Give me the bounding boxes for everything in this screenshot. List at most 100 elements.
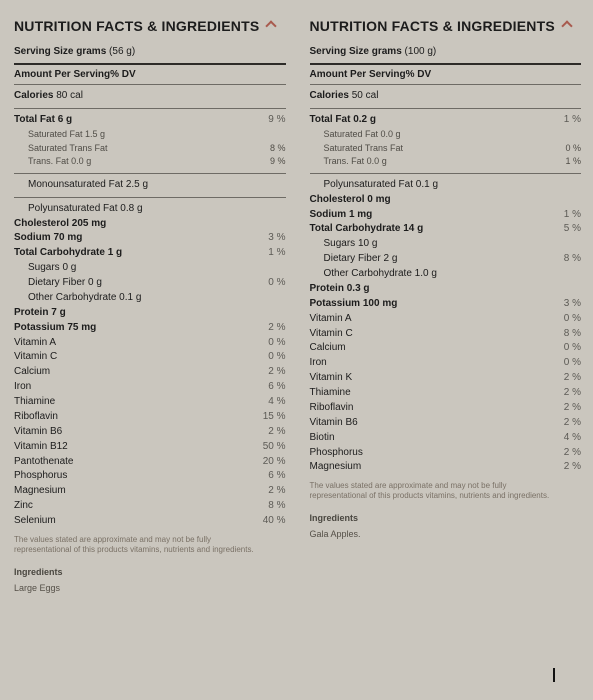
nutrient-pct — [547, 238, 581, 251]
nutrient-row: Protein 7 g — [14, 306, 286, 321]
nutrient-row: Thiamine4 % — [14, 395, 286, 410]
nutrient-label: Dietary Fiber 0 g — [14, 277, 252, 290]
nutrient-row: Vitamin A0 % — [14, 335, 286, 350]
left-title: NUTRITION FACTS & INGREDIENTS — [14, 18, 259, 34]
nutrient-label: Saturated Fat 1.5 g — [14, 129, 252, 140]
right-serving-label: Serving Size grams — [310, 46, 402, 57]
nutrient-pct: 0 % — [252, 351, 286, 364]
right-amount-line: Amount Per Serving% DV — [310, 69, 582, 80]
nutrient-label: Thiamine — [310, 387, 548, 400]
nutrient-row: Vitamin C0 % — [14, 350, 286, 365]
nutrient-label: Vitamin C — [310, 328, 548, 341]
nutrient-label: Cholesterol 0 mg — [310, 194, 548, 207]
left-note: The values stated are approximate and ma… — [14, 535, 286, 555]
nutrient-pct — [252, 179, 286, 192]
nutrient-pct: 3 % — [252, 232, 286, 245]
nutrient-label: Vitamin C — [14, 351, 252, 364]
nutrient-label: Vitamin B12 — [14, 441, 252, 454]
left-cal-value: 80 cal — [56, 90, 83, 101]
nutrient-row: Riboflavin15 % — [14, 410, 286, 425]
nutrient-row: Other Carbohydrate 1.0 g — [310, 267, 582, 282]
nutrient-label: Riboflavin — [310, 402, 548, 415]
nutrient-row: Total Carbohydrate 1 g1 % — [14, 246, 286, 261]
nutrient-label: Saturated Fat 0.0 g — [310, 129, 548, 140]
nutrient-row: Polyunsaturated Fat 0.1 g — [310, 178, 582, 193]
nutrient-label: Pantothenate — [14, 456, 252, 469]
nutrient-row: Cholesterol 205 mg — [14, 216, 286, 231]
nutrient-label: Protein 7 g — [14, 307, 252, 320]
nutrient-label: Cholesterol 205 mg — [14, 218, 252, 231]
nutrient-row: Vitamin K2 % — [310, 371, 582, 386]
right-ing-body: Gala Apples. — [310, 529, 582, 539]
nutrient-pct — [547, 129, 581, 140]
nutrient-label: Total Carbohydrate 14 g — [310, 223, 548, 236]
nutrient-label: Saturated Trans Fat — [310, 143, 548, 154]
left-nutrient-rows: Total Fat 6 g9 %Saturated Fat 1.5 gSatur… — [14, 113, 286, 529]
nutrient-label: Other Carbohydrate 0.1 g — [14, 292, 252, 305]
nutrient-label: Riboflavin — [14, 411, 252, 424]
nutrient-pct: 0 % — [547, 342, 581, 355]
nutrient-row: Saturated Trans Fat8 % — [14, 141, 286, 155]
nutrient-row: Trans. Fat 0.0 g9 % — [14, 155, 286, 169]
nutrient-pct: 20 % — [252, 456, 286, 469]
nutrient-row: Riboflavin2 % — [310, 401, 582, 416]
nutrient-label: Phosphorus — [310, 447, 548, 460]
nutrient-label: Total Fat 0.2 g — [310, 114, 548, 127]
nutrient-pct: 1 % — [252, 247, 286, 260]
nutrient-row: Phosphorus6 % — [14, 469, 286, 484]
nutrient-label: Sugars 0 g — [14, 262, 252, 275]
nutrient-pct — [252, 292, 286, 305]
nutrient-label: Vitamin A — [310, 313, 548, 326]
nutrient-pct: 0 % — [252, 337, 286, 350]
right-cal-label: Calories — [310, 90, 349, 101]
nutrient-label: Total Carbohydrate 1 g — [14, 247, 252, 260]
left-serving: Serving Size grams (56 g) — [14, 46, 286, 57]
nutrient-label: Selenium — [14, 515, 252, 528]
nutrient-row: Iron6 % — [14, 380, 286, 395]
nutrient-label: Saturated Trans Fat — [14, 143, 252, 154]
nutrient-row: Saturated Trans Fat0 % — [310, 141, 582, 155]
nutrient-row: Potassium 100 mg3 % — [310, 297, 582, 312]
nutrient-pct — [547, 268, 581, 281]
nutrient-pct: 2 % — [547, 372, 581, 385]
nutrient-label: Potassium 100 mg — [310, 298, 548, 311]
nutrient-label: Protein 0.3 g — [310, 283, 548, 296]
nutrient-row: Total Fat 0.2 g1 % — [310, 113, 582, 128]
nutrient-pct — [252, 262, 286, 275]
nutrient-row: Vitamin C8 % — [310, 326, 582, 341]
nutrient-label: Sodium 1 mg — [310, 209, 548, 222]
nutrient-row: Biotin4 % — [310, 431, 582, 446]
right-title-row[interactable]: NUTRITION FACTS & INGREDIENTS — [310, 18, 582, 34]
nutrient-pct: 5 % — [547, 223, 581, 236]
nutrient-label: Thiamine — [14, 396, 252, 409]
nutrient-row: Selenium40 % — [14, 514, 286, 529]
right-ing-head: Ingredients — [310, 513, 582, 523]
nutrient-pct: 9 % — [252, 114, 286, 127]
nutrient-label: Calcium — [310, 342, 548, 355]
nutrient-row: Calcium0 % — [310, 341, 582, 356]
nutrient-row: Sugars 0 g — [14, 261, 286, 276]
nutrient-pct: 50 % — [252, 441, 286, 454]
left-panel: NUTRITION FACTS & INGREDIENTS Serving Si… — [14, 18, 286, 593]
nutrient-pct: 40 % — [252, 515, 286, 528]
nutrient-row: Vitamin B62 % — [14, 425, 286, 440]
nutrient-row: Sodium 70 mg3 % — [14, 231, 286, 246]
nutrient-pct: 4 % — [547, 432, 581, 445]
chevron-up-icon — [266, 20, 277, 31]
nutrient-pct: 1 % — [547, 156, 581, 167]
left-serving-label: Serving Size grams — [14, 46, 106, 57]
chevron-up-icon — [561, 20, 572, 31]
left-title-row[interactable]: NUTRITION FACTS & INGREDIENTS — [14, 18, 286, 34]
nutrient-label: Vitamin B6 — [310, 417, 548, 430]
nutrient-pct: 2 % — [547, 461, 581, 474]
nutrient-pct: 9 % — [252, 156, 286, 167]
nutrient-row: Vitamin B62 % — [310, 416, 582, 431]
page: NUTRITION FACTS & INGREDIENTS Serving Si… — [0, 0, 593, 603]
nutrient-pct: 8 % — [547, 253, 581, 266]
nutrient-label: Trans. Fat 0.0 g — [14, 156, 252, 167]
nutrient-pct: 1 % — [547, 209, 581, 222]
nutrient-pct — [252, 129, 286, 140]
text-cursor — [553, 668, 555, 682]
nutrient-label: Iron — [310, 357, 548, 370]
nutrient-pct: 0 % — [547, 313, 581, 326]
